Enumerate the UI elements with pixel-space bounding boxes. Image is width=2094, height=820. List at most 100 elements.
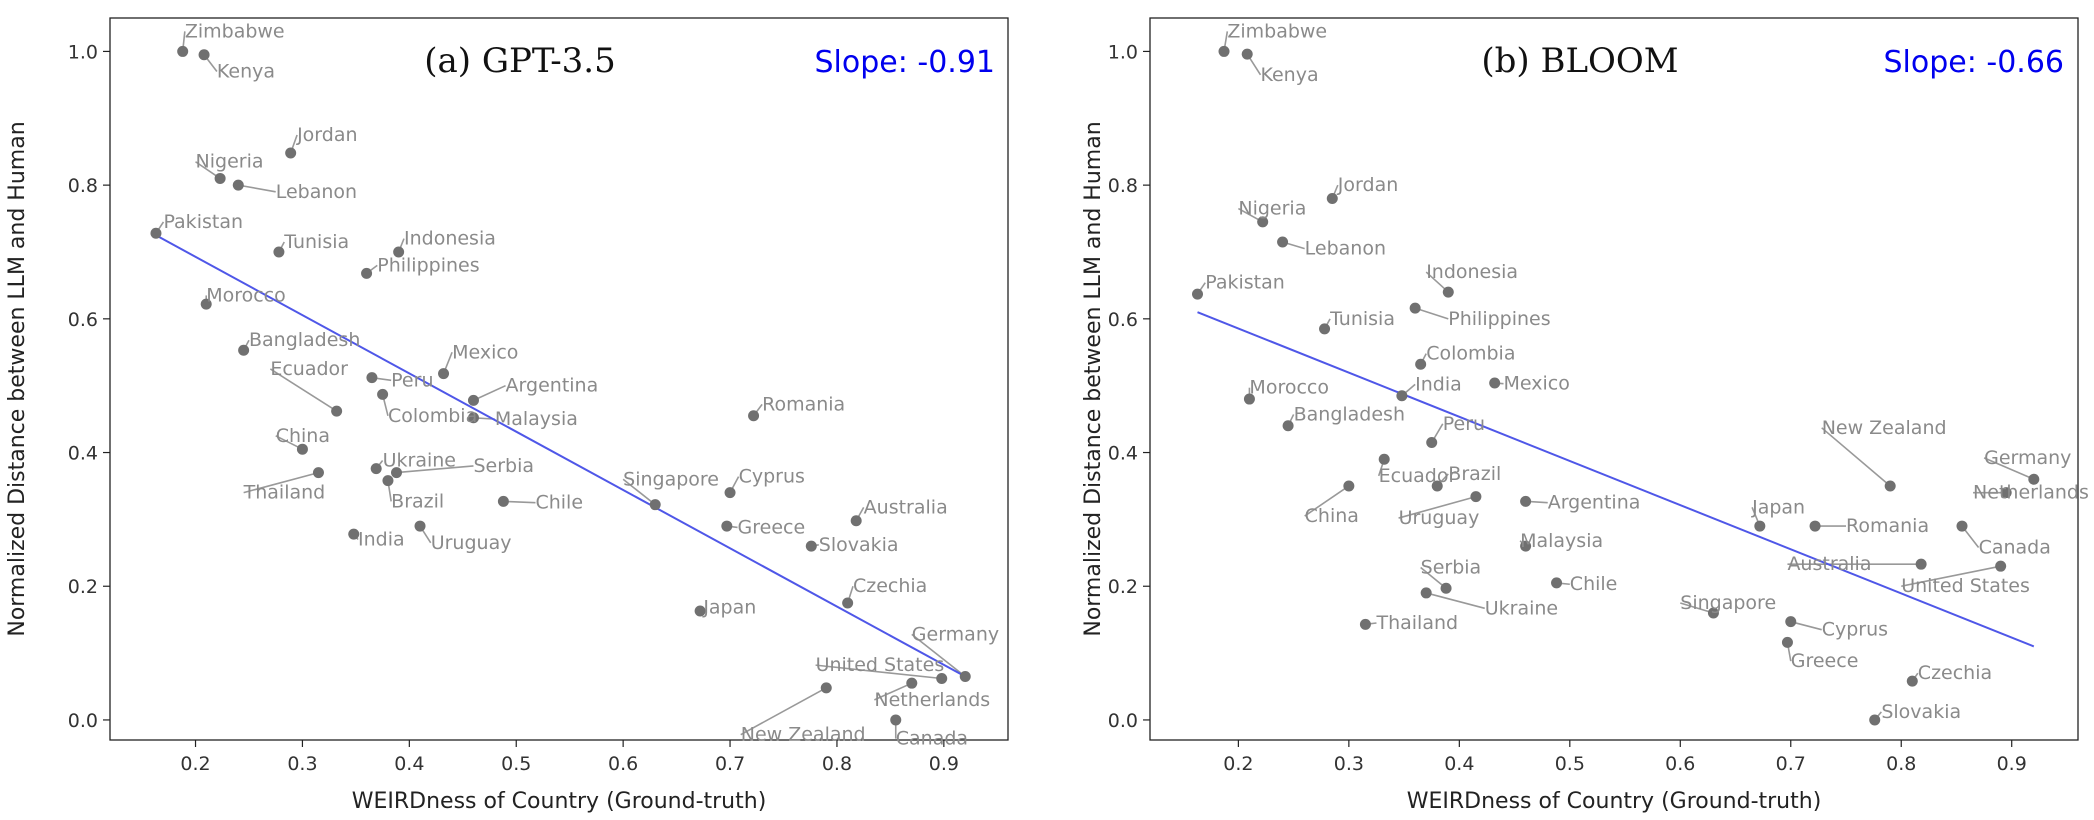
data-point <box>1520 495 1532 507</box>
point-label: New Zealand <box>1822 417 1947 439</box>
y-tick-label: 0.4 <box>1108 443 1138 465</box>
y-tick-label: 1.0 <box>68 41 98 63</box>
point-label: Slovakia <box>1881 701 1961 723</box>
point-label: Malaysia <box>495 408 578 430</box>
point-label: Lebanon <box>276 181 357 203</box>
point-label: Netherlands <box>1973 482 2089 504</box>
point-label: Thailand <box>243 482 326 504</box>
data-point <box>724 487 736 499</box>
data-point <box>1415 358 1427 370</box>
leader-line <box>1414 307 1449 320</box>
leader-line <box>1304 485 1350 517</box>
y-tick-label: 0.4 <box>68 443 98 465</box>
point-label: Slovakia <box>819 534 899 556</box>
y-tick-label: 0.6 <box>68 309 98 331</box>
point-label: New Zealand <box>741 724 866 746</box>
point-label: Brazil <box>391 490 444 512</box>
point-label: Netherlands <box>874 689 990 711</box>
point-label: Canada <box>896 728 968 750</box>
point-label: Thailand <box>1375 612 1458 634</box>
data-point <box>1326 193 1338 204</box>
data-point <box>285 147 297 159</box>
point-label: Cyprus <box>1822 619 1888 641</box>
data-point <box>198 49 210 61</box>
data-point <box>1785 616 1797 628</box>
point-label: Czechia <box>853 575 927 597</box>
x-tick-label: 0.3 <box>1334 753 1364 775</box>
y-axis-label: Normalized Distance between LLM and Huma… <box>5 121 30 636</box>
x-axis-label: WEIRDness of Country (Ground-truth) <box>1407 789 1822 814</box>
data-point <box>214 172 226 184</box>
data-point <box>1396 390 1408 402</box>
x-tick-label: 0.5 <box>1555 753 1585 775</box>
point-label: Philippines <box>1448 308 1550 330</box>
point-label: Peru <box>391 369 433 391</box>
data-point <box>232 179 244 191</box>
y-tick-label: 0.0 <box>68 710 98 732</box>
data-point <box>842 597 854 609</box>
point-label: Indonesia <box>1426 261 1518 283</box>
data-point <box>1707 607 1719 619</box>
point-label: Ukraine <box>1485 597 1558 619</box>
point-label: Colombia <box>388 405 477 427</box>
point-label: Colombia <box>1426 343 1515 365</box>
point-label: Cyprus <box>739 466 805 488</box>
point-label: China <box>1305 505 1359 527</box>
leader-line <box>269 368 338 412</box>
data-point <box>1277 236 1289 248</box>
data-point <box>890 714 902 726</box>
point-label: Argentina <box>506 375 599 397</box>
point-label: Uruguay <box>431 532 512 554</box>
plot-frame <box>1149 17 2079 741</box>
data-point <box>1431 480 1443 492</box>
y-tick-label: 0.8 <box>68 175 98 197</box>
leader-line <box>238 184 276 193</box>
leader-line <box>1901 565 2001 588</box>
data-point <box>1470 491 1482 503</box>
leader-line <box>874 682 913 701</box>
data-point <box>1551 577 1563 589</box>
data-point <box>414 520 426 532</box>
leader-line <box>1680 602 1714 614</box>
data-point <box>820 682 832 694</box>
chart-panel-2: 0.2 0.3 0.4 0.5 0.6 0.7 0.8 0.9 0.0 0.2 0.4 0.6 0.8 1… <box>1081 17 2089 814</box>
data-point <box>1781 636 1793 648</box>
data-point <box>467 412 479 424</box>
slope-annotation: Slope: -0.66 <box>1884 45 2065 80</box>
data-point <box>1192 288 1204 300</box>
leader-line <box>243 471 319 494</box>
data-point <box>1218 45 1230 57</box>
point-label: Serbia <box>473 455 534 477</box>
chart-title: (b) BLOOM <box>1481 41 1678 81</box>
x-tick-label: 0.6 <box>1665 753 1695 775</box>
data-point <box>1243 393 1255 405</box>
chart-title: (a) GPT-3.5 <box>424 41 616 81</box>
leader-line <box>815 664 942 680</box>
x-tick-label: 0.4 <box>394 753 424 775</box>
data-point <box>366 372 378 384</box>
data-point <box>497 495 509 507</box>
x-tick-label: 0.9 <box>929 753 959 775</box>
point-label: China <box>276 425 330 447</box>
data-point <box>1906 675 1918 687</box>
point-label: Tunisia <box>283 231 349 253</box>
point-label: Romania <box>762 393 845 415</box>
data-point <box>721 520 733 532</box>
point-label: Canada <box>1979 536 2051 558</box>
leader-line <box>396 465 474 474</box>
y-tick-label: 1.0 <box>1108 41 1138 63</box>
point-label: Ecuador <box>270 358 348 380</box>
data-point <box>1754 520 1766 532</box>
point-label: Philippines <box>377 254 479 276</box>
data-point <box>273 246 285 258</box>
leader-line <box>740 687 827 736</box>
data-point <box>1241 48 1253 60</box>
data-point <box>1915 558 1927 570</box>
x-tick-label: 0.4 <box>1444 753 1474 775</box>
x-tick-label: 0.7 <box>1776 753 1806 775</box>
point-label: Mexico <box>452 341 518 363</box>
leader-line <box>911 633 966 678</box>
data-point <box>393 246 405 258</box>
point-label: Malaysia <box>1520 530 1603 552</box>
point-label: Jordan <box>1337 174 1398 196</box>
